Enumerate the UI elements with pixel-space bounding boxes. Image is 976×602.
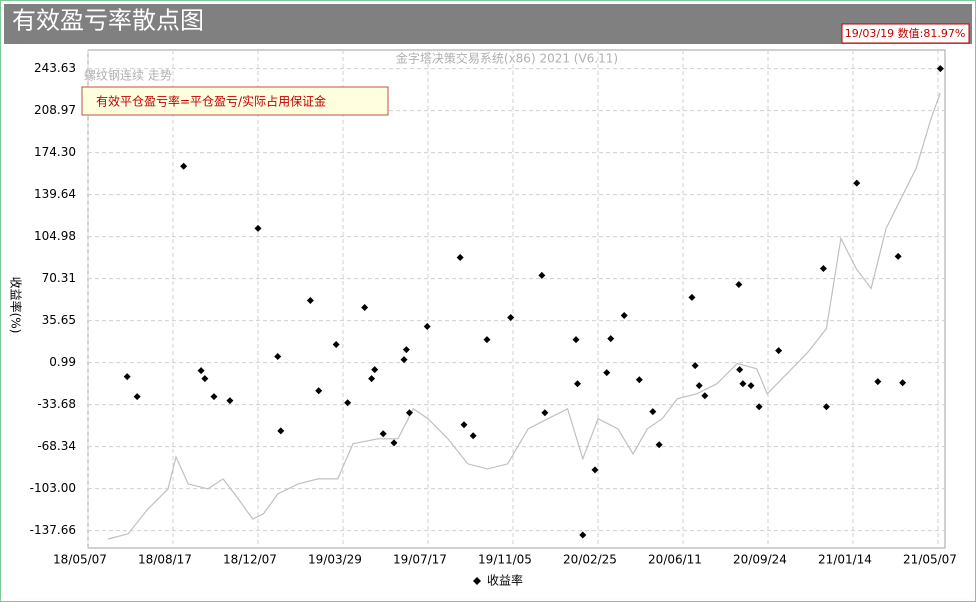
scatter-point [507, 314, 515, 322]
y-tick-label: 208.97 [34, 103, 76, 117]
scatter-point [371, 366, 379, 374]
scatter-point [579, 531, 587, 539]
scatter-point [574, 380, 582, 388]
scatter-point [197, 367, 205, 375]
scatter-point [133, 393, 141, 401]
scatter-point [695, 382, 703, 390]
y-tick-label: 35.65 [42, 313, 76, 327]
scatter-point [483, 336, 491, 344]
scatter-point [400, 356, 408, 364]
scatter-point [701, 392, 709, 400]
scatter-point [277, 427, 285, 435]
scatter-point [736, 366, 744, 374]
scatter-point [210, 393, 218, 401]
watermark: 金字塔决策交易系统(x86) 2021 (V6.11) [396, 51, 618, 66]
scatter-point [853, 179, 861, 187]
scatter-point [572, 336, 580, 344]
scatter-point [469, 432, 477, 440]
y-tick-label: 0.99 [49, 355, 76, 369]
scatter-point [315, 387, 323, 395]
scatter-point [390, 439, 398, 447]
scatter-point [332, 341, 340, 349]
scatter-point [254, 224, 262, 232]
scatter-point [591, 466, 599, 474]
legend-label: 收益率 [487, 573, 523, 588]
plot-area [87, 49, 946, 549]
scatter-point [755, 403, 763, 411]
scatter-point [607, 335, 615, 343]
scatter-point [306, 296, 314, 304]
scatter-point [620, 311, 628, 319]
scatter-point [456, 253, 464, 261]
scatter-point [180, 162, 188, 170]
scatter-point [739, 380, 747, 388]
scatter-point [538, 271, 546, 279]
annotation-box [81, 86, 389, 116]
x-tick-label: 19/07/17 [393, 553, 447, 567]
scatter-point [874, 378, 882, 386]
scatter-point [819, 264, 827, 272]
y-tick-label: 174.30 [34, 145, 76, 159]
scatter-point [822, 403, 830, 411]
scatter-point [402, 346, 410, 354]
x-tick-label: 20/06/11 [648, 553, 702, 567]
scatter-point [775, 347, 783, 355]
scatter-point [368, 375, 376, 383]
scatter-point [460, 421, 468, 429]
scatter-point [274, 353, 282, 361]
y-tick-label: 243.63 [34, 61, 76, 75]
scatter-point [894, 252, 902, 260]
scatter-point [649, 408, 657, 416]
y-tick-label: -137.66 [30, 523, 76, 537]
scatter-point [936, 65, 944, 73]
scatter-point [226, 397, 234, 405]
scatter-point [344, 399, 352, 407]
scatter-point [635, 376, 643, 384]
scatter-point [361, 303, 369, 311]
y-tick-label: 139.64 [34, 187, 76, 201]
annotation: 有效平仓盈亏率=平仓盈亏/实际占用保证金 [96, 94, 326, 109]
status-text: 19/03/19 数值:81.97% [845, 27, 966, 40]
scatter-point [691, 362, 699, 370]
x-tick-label: 21/05/07 [903, 553, 957, 567]
series-label: 螺纹钢连续 走势 [84, 68, 172, 83]
title-bar [4, 4, 972, 44]
scatter-point [405, 409, 413, 417]
marks [87, 50, 945, 548]
y-tick-label: -33.68 [37, 397, 76, 411]
x-tick-label: 20/09/24 [733, 553, 787, 567]
scatter-point [735, 280, 743, 288]
scatter-point [655, 441, 663, 449]
x-tick-label: 18/05/07 [53, 553, 107, 567]
scatter-point [688, 293, 696, 301]
scatter-point [603, 369, 611, 377]
scatter-point [747, 382, 755, 390]
x-tick-label: 20/02/25 [563, 553, 617, 567]
scatter-point [379, 430, 387, 438]
y-axis-label: 收益率(%) [9, 277, 24, 334]
x-tick-label: 18/08/17 [138, 553, 192, 567]
scatter-point [123, 373, 131, 381]
price-line [107, 92, 941, 540]
x-tick-label: 19/03/29 [308, 553, 362, 567]
x-tick-label: 19/11/05 [478, 553, 532, 567]
x-tick-label: 18/12/07 [223, 553, 277, 567]
status-box [841, 23, 970, 44]
y-tick-label: 70.31 [42, 271, 76, 285]
y-tick-label: -68.34 [37, 439, 76, 453]
scatter-point [541, 409, 549, 417]
x-tick-label: 21/01/14 [818, 553, 872, 567]
legend-swatch [473, 577, 481, 585]
chart-title: 有效盈亏率散点图 [12, 7, 204, 35]
scatter-point [899, 379, 907, 387]
y-tick-label: 104.98 [34, 229, 76, 243]
scatter-point [201, 375, 209, 383]
scatter-point [423, 323, 431, 331]
y-tick-label: -103.00 [30, 481, 76, 495]
